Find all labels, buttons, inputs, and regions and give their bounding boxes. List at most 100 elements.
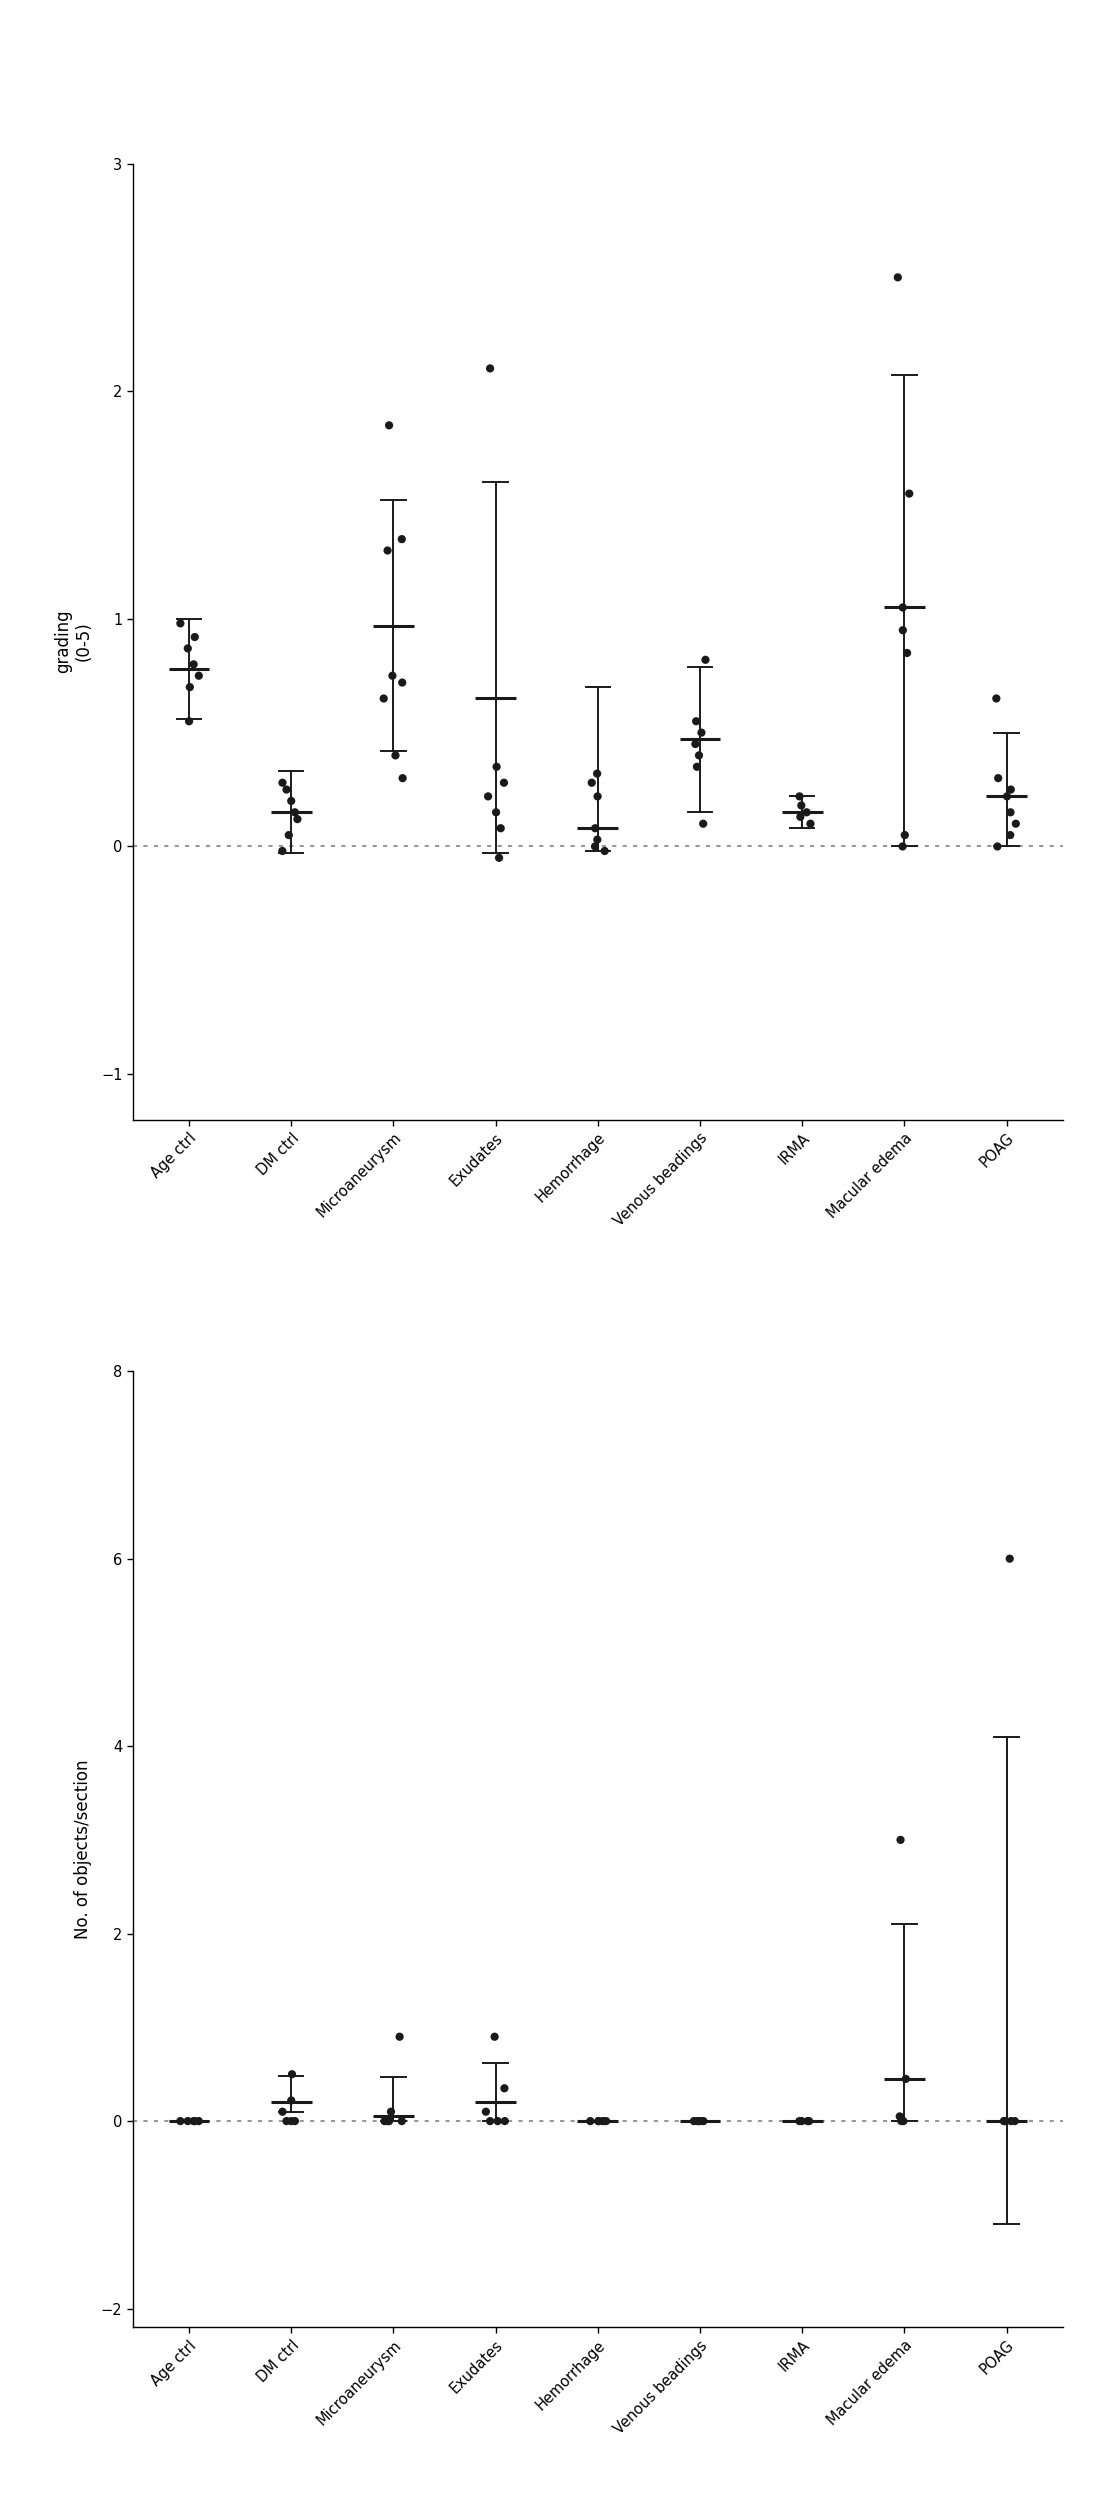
Point bbox=[792, 798, 809, 838]
Point bbox=[995, 2101, 1013, 2141]
Point bbox=[496, 2068, 514, 2108]
Point bbox=[280, 815, 298, 855]
Point bbox=[180, 667, 198, 707]
Point bbox=[587, 808, 604, 848]
Point bbox=[190, 657, 208, 697]
Point bbox=[185, 2101, 203, 2141]
Point bbox=[696, 639, 714, 679]
Point bbox=[798, 793, 816, 833]
Point bbox=[289, 800, 307, 840]
Point bbox=[278, 2101, 296, 2141]
Point bbox=[793, 2101, 810, 2141]
Point bbox=[286, 2101, 303, 2141]
Point bbox=[689, 2101, 706, 2141]
Point bbox=[179, 629, 197, 669]
Point bbox=[896, 815, 913, 855]
Point bbox=[1007, 803, 1025, 843]
Y-axis label: No. of objects/section: No. of objects/section bbox=[74, 1759, 93, 1940]
Point bbox=[686, 725, 704, 765]
Point bbox=[1002, 2101, 1020, 2141]
Point bbox=[583, 762, 601, 803]
Point bbox=[589, 820, 607, 860]
Point bbox=[690, 735, 707, 775]
Point bbox=[897, 2058, 914, 2098]
Point bbox=[889, 257, 907, 297]
Point bbox=[477, 2091, 495, 2131]
Point bbox=[489, 2101, 507, 2141]
Point bbox=[186, 2101, 204, 2141]
Point bbox=[486, 2018, 504, 2058]
Point bbox=[282, 2101, 300, 2141]
Point bbox=[278, 770, 296, 810]
Y-axis label: grading
(0-5): grading (0-5) bbox=[54, 609, 93, 674]
Point bbox=[990, 757, 1007, 798]
Text: FIGURE 1A: FIGURE 1A bbox=[545, 1502, 651, 1520]
Point bbox=[393, 662, 411, 702]
Point bbox=[793, 785, 810, 825]
Point bbox=[894, 609, 912, 649]
Point bbox=[596, 830, 613, 871]
Point bbox=[391, 2018, 408, 2058]
Point bbox=[495, 762, 513, 803]
Point bbox=[393, 518, 411, 559]
Point bbox=[894, 2101, 912, 2141]
Point bbox=[691, 2101, 708, 2141]
Point bbox=[479, 777, 497, 818]
Point bbox=[892, 2101, 910, 2141]
Point bbox=[384, 657, 402, 697]
Point bbox=[482, 2101, 499, 2141]
Point bbox=[186, 616, 204, 657]
Point bbox=[1006, 2101, 1024, 2141]
Point bbox=[694, 803, 712, 843]
Point bbox=[893, 586, 911, 626]
Point bbox=[496, 2101, 514, 2141]
Point bbox=[190, 2101, 208, 2141]
Point bbox=[900, 473, 918, 513]
Point bbox=[598, 2101, 615, 2141]
Point bbox=[588, 752, 606, 793]
Point bbox=[382, 2091, 400, 2131]
Point bbox=[689, 747, 706, 788]
Point bbox=[380, 405, 397, 445]
Point bbox=[996, 2101, 1014, 2141]
Point bbox=[801, 803, 819, 843]
Point bbox=[989, 825, 1006, 866]
Point bbox=[172, 604, 189, 644]
Point bbox=[891, 2096, 909, 2136]
Point bbox=[800, 2101, 818, 2141]
Point bbox=[482, 347, 499, 387]
Point bbox=[487, 793, 505, 833]
Point bbox=[185, 644, 203, 684]
Point bbox=[587, 825, 604, 866]
Point bbox=[693, 712, 711, 752]
Point bbox=[891, 1819, 909, 1859]
Point bbox=[282, 780, 300, 820]
Point bbox=[490, 838, 508, 878]
Point bbox=[594, 2101, 612, 2141]
Point bbox=[492, 808, 509, 848]
Point bbox=[685, 2101, 703, 2141]
Point bbox=[286, 793, 303, 833]
Point bbox=[987, 679, 1005, 720]
Point bbox=[691, 2101, 708, 2141]
Point bbox=[898, 634, 915, 674]
Point bbox=[1001, 1540, 1018, 1580]
Point bbox=[379, 531, 396, 571]
Point bbox=[687, 702, 705, 742]
Point bbox=[799, 2101, 817, 2141]
Point bbox=[375, 2101, 393, 2141]
Point bbox=[283, 2053, 301, 2093]
Point bbox=[386, 735, 404, 775]
Point bbox=[893, 825, 911, 866]
Point bbox=[282, 2081, 300, 2121]
Point bbox=[694, 2101, 712, 2141]
Point bbox=[393, 2101, 411, 2141]
Point bbox=[379, 2101, 396, 2141]
Point bbox=[172, 2101, 189, 2141]
Point bbox=[590, 2101, 608, 2141]
Point bbox=[179, 2101, 197, 2141]
Point bbox=[581, 2101, 599, 2141]
Point bbox=[488, 747, 506, 788]
Point bbox=[790, 2101, 808, 2141]
Point bbox=[1002, 793, 1020, 833]
